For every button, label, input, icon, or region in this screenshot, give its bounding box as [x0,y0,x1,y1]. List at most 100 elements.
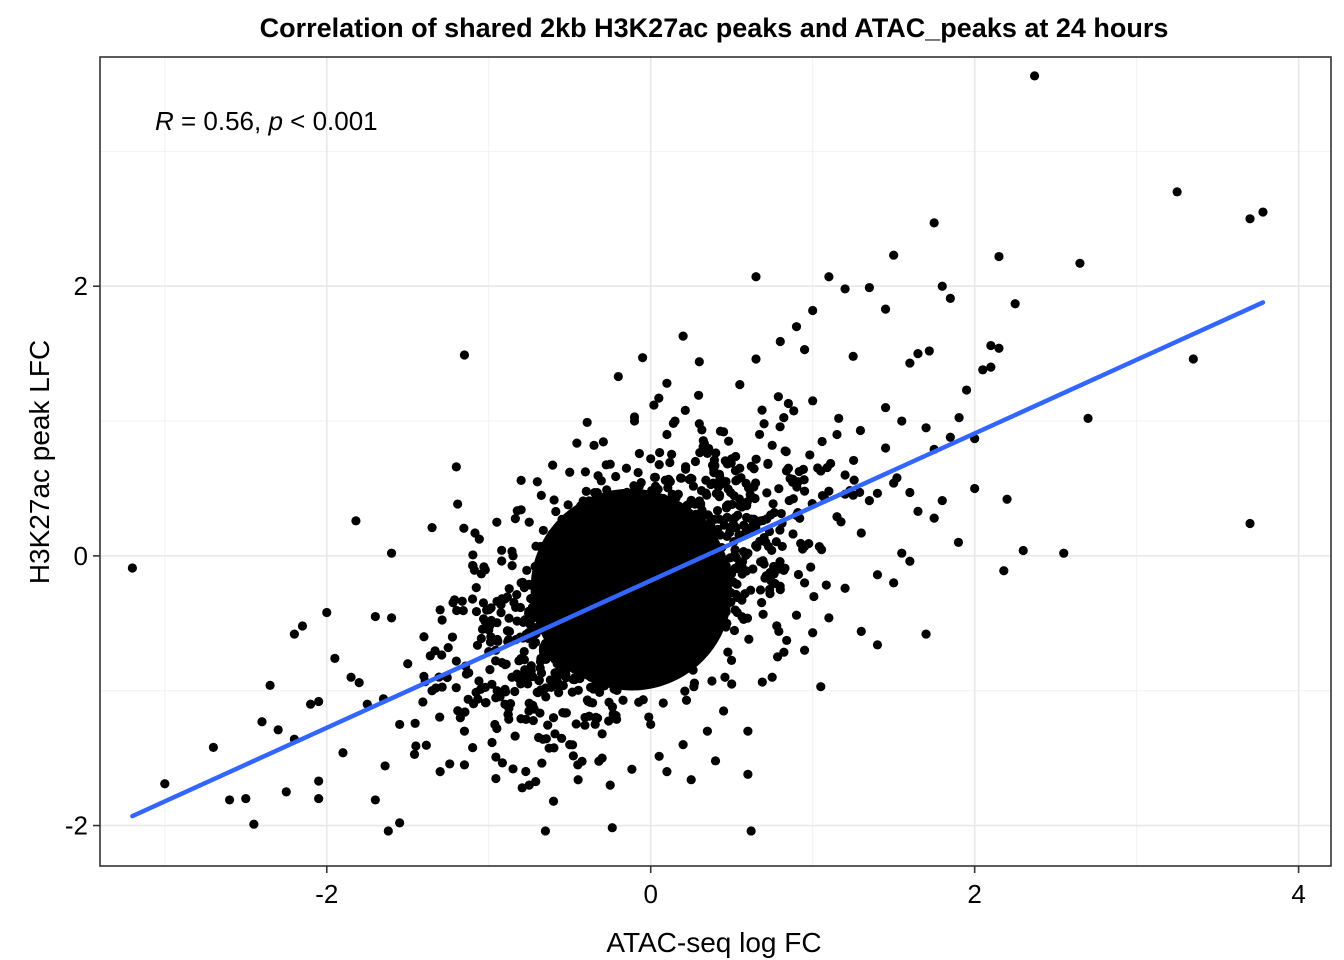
data-point [770,578,780,589]
data-point [565,740,575,750]
data-point [519,646,529,657]
data-point [674,589,684,600]
data-point [986,340,996,351]
data-point [487,737,497,748]
data-point [604,716,614,726]
data-point [685,592,696,602]
data-point [612,614,622,625]
data-point [539,647,549,658]
data-point [524,517,534,527]
data-point [664,474,674,484]
data-point [528,700,538,710]
data-point [1002,494,1012,504]
data-point [510,514,520,524]
data-point [721,476,731,487]
data-point [556,626,566,636]
data-point [599,681,610,691]
data-point [749,514,759,524]
data-point [754,429,765,440]
data-point [889,478,899,488]
data-point [678,623,688,634]
data-point [500,699,510,709]
data-point [532,572,543,582]
data-point [994,343,1004,353]
data-point [504,584,514,594]
y-tick-label: -2 [65,811,88,841]
data-point [789,406,799,416]
data-point [1188,354,1198,364]
data-point [633,521,643,531]
data-point [772,652,783,662]
data-point [648,503,658,513]
data-point [737,557,748,567]
data-point [694,357,704,367]
data-point [735,463,745,473]
data-point [492,596,502,606]
data-point [785,474,795,484]
data-point [682,507,692,517]
data-point [330,653,340,663]
data-point [452,605,462,616]
data-point [451,656,461,666]
data-point [662,429,672,440]
data-point [702,490,712,500]
data-point [654,393,664,403]
data-point [880,402,891,413]
data-point [693,390,704,400]
data-point [613,669,624,679]
data-point [929,513,939,523]
data-point [905,556,915,566]
data-point [512,506,522,516]
data-point [471,582,481,593]
data-point [1029,71,1040,81]
data-point [970,483,980,494]
data-point [516,578,526,588]
data-point [608,709,618,719]
data-point [720,672,730,682]
data-point [681,462,691,472]
data-point [351,516,361,526]
data-point [662,498,672,508]
data-point [534,675,544,685]
data-point [741,512,752,523]
data-point [540,826,551,836]
data-point [663,634,673,644]
data-point [591,608,601,618]
data-point [889,250,899,260]
data-point [557,638,567,648]
data-point [613,371,623,382]
data-point [638,353,648,363]
data-point [658,535,668,546]
data-point [676,514,686,525]
data-point [953,537,964,548]
data-point [427,686,437,696]
data-point [471,606,482,617]
data-point [160,779,170,789]
data-point [742,501,752,511]
data-point [485,665,495,675]
data-point [683,648,693,658]
data-point [557,603,567,614]
data-point [659,515,669,526]
data-point [591,714,601,724]
data-point [557,652,567,662]
data-point [676,473,687,483]
data-point [550,640,560,650]
data-point [856,528,866,538]
data-point [732,607,742,618]
data-point [548,629,559,640]
data-point [727,454,737,464]
data-point [556,594,566,604]
x-tick-label: 2 [967,879,981,909]
data-point [782,635,792,646]
data-point [622,487,632,497]
data-point [650,481,661,491]
y-tick-label: 2 [74,271,88,301]
data-point [522,565,532,576]
data-point [305,699,316,709]
data-point [346,672,356,682]
data-point [872,488,883,498]
data-point [690,631,701,641]
data-point [609,601,620,611]
data-point [613,497,624,507]
